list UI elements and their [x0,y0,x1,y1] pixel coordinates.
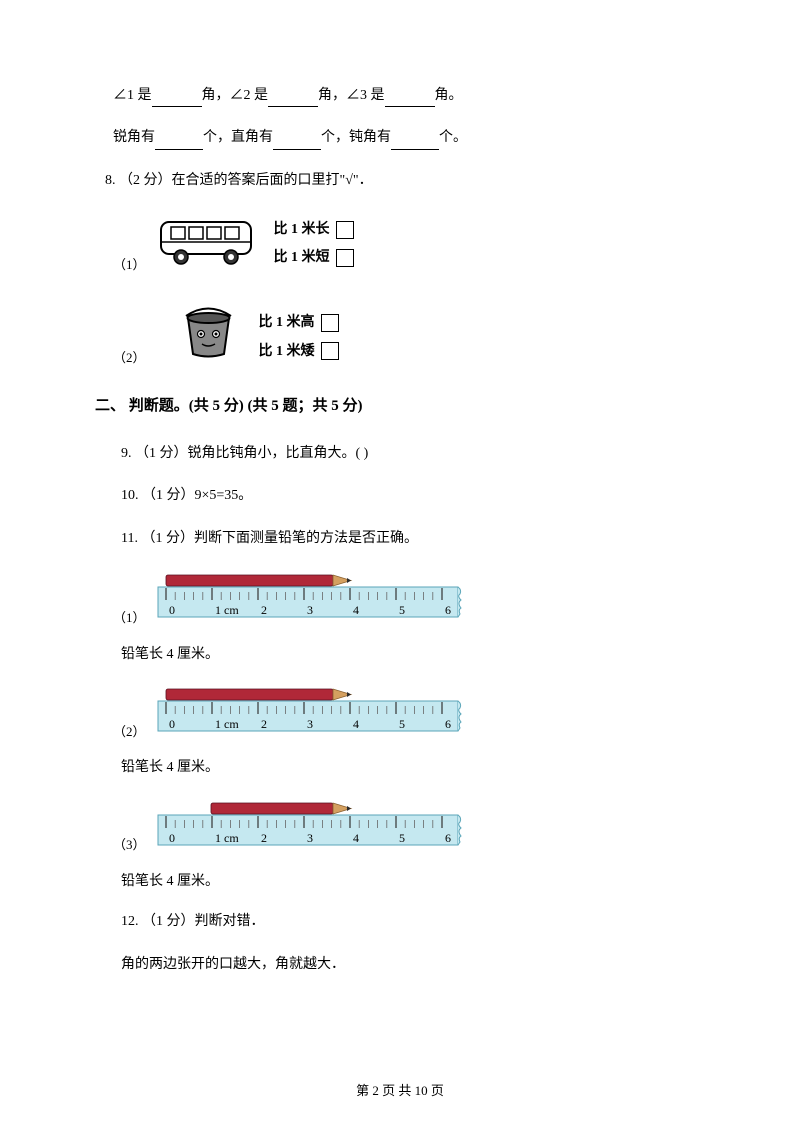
blank[interactable] [268,89,318,107]
q8-p2-opt1: 比 1 米高 [259,312,339,334]
q7-l1-p3: 角，∠3 是 [318,88,385,103]
blank[interactable] [152,89,202,107]
ruler-3: （3） 0 1 cm 2 3 4 5 6 [113,798,705,856]
q9: 9. （1 分）锐角比钝角小，比直角大。( ) [121,443,705,465]
q7-l2-p1: 锐角有 [113,130,155,145]
svg-text:3: 3 [307,603,313,617]
q8-part1: （1） 比 1 米长 比 1 米短 [113,212,705,275]
q7-l2-p3: 个，钝角有 [321,130,391,145]
q8-p2-opt2: 比 1 米矮 [259,341,339,363]
svg-text:5: 5 [399,603,405,617]
q7-l2-p2: 个，直角有 [203,130,273,145]
section2-title: 二、 判断题。(共 5 分) (共 5 题；共 5 分) [95,394,705,418]
svg-text:4: 4 [353,603,359,617]
ruler-num: （3） [113,835,146,856]
blank[interactable] [385,89,435,107]
q7-line2: 锐角有 个，直角有 个，钝角有 个。 [113,127,705,149]
svg-text:4: 4 [353,717,359,731]
svg-text:1 cm: 1 cm [215,831,239,845]
q11-prompt: 11. （1 分）判断下面测量铅笔的方法是否正确。 [121,528,705,550]
q8-part2: （2） 比 1 米高 比 1 米矮 [113,296,705,369]
svg-text:0: 0 [169,603,175,617]
svg-text:3: 3 [307,831,313,845]
page-footer: 第 2 页 共 10 页 [0,1081,800,1102]
ruler-1-text: 铅笔长 4 厘米。 [121,644,705,666]
svg-text:2: 2 [261,717,267,731]
svg-text:1 cm: 1 cm [215,603,239,617]
checkbox[interactable] [336,221,354,239]
svg-text:1 cm: 1 cm [215,717,239,731]
q8-prompt: 8. （2 分）在合适的答案后面的口里打"√"． [105,170,705,192]
svg-text:5: 5 [399,831,405,845]
ruler-2-text: 铅笔长 4 厘米。 [121,757,705,779]
q7-l1-p4: 角。 [435,88,463,103]
q7-l1-p2: 角，∠2 是 [202,88,269,103]
checkbox[interactable] [321,314,339,332]
checkbox[interactable] [321,342,339,360]
q7-l1-p1: ∠1 是 [113,88,152,103]
q8-p1-opt2: 比 1 米短 [274,247,354,269]
q8-p1-num: （1） [113,255,146,276]
ruler-icon: 0 1 cm 2 3 4 5 6 [156,798,466,856]
checkbox[interactable] [336,249,354,267]
bus-icon [156,212,256,275]
blank[interactable] [391,132,439,150]
ruler-icon: 0 1 cm 2 3 4 5 6 [156,684,466,742]
ruler-num: （1） [113,608,146,629]
svg-text:5: 5 [399,717,405,731]
ruler-3-text: 铅笔长 4 厘米。 [121,871,705,893]
svg-text:2: 2 [261,831,267,845]
ruler-1: （1） 0 1 cm 2 3 4 5 6 [113,570,705,628]
blank[interactable] [155,132,203,150]
svg-text:0: 0 [169,717,175,731]
svg-text:4: 4 [353,831,359,845]
ruler-icon: 0 1 cm 2 3 4 5 6 [156,570,466,628]
q10: 10. （1 分）9×5=35。 [121,485,705,507]
svg-text:2: 2 [261,603,267,617]
svg-text:6: 6 [445,717,451,731]
q12-body: 角的两边张开的口越大，角就越大． [121,954,705,976]
svg-text:3: 3 [307,717,313,731]
q7-l2-p4: 个。 [439,130,467,145]
q8-p2-num: （2） [113,348,146,369]
ruler-2: （2） 0 1 cm 2 3 4 5 6 [113,684,705,742]
svg-text:6: 6 [445,831,451,845]
ruler-num: （2） [113,722,146,743]
q7-line1: ∠1 是 角，∠2 是 角，∠3 是 角。 [113,85,705,107]
q12-prompt: 12. （1 分）判断对错． [121,911,705,933]
svg-text:6: 6 [445,603,451,617]
q8-p1-opt1: 比 1 米长 [274,219,354,241]
blank[interactable] [273,132,321,150]
bucket-icon [176,296,241,369]
svg-text:0: 0 [169,831,175,845]
